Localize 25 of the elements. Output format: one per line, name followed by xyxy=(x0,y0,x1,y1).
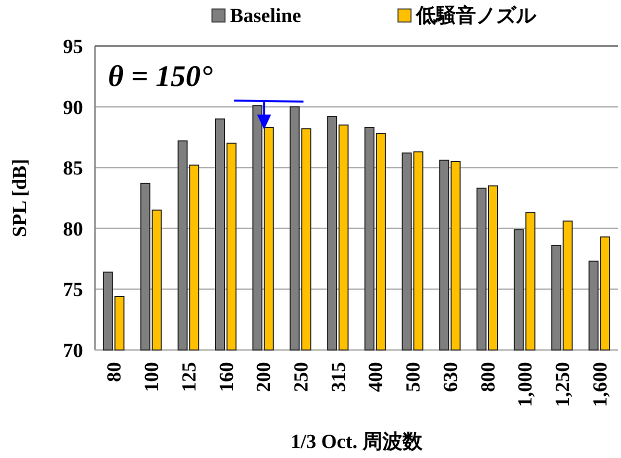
y-tick-label: 70 xyxy=(63,340,83,362)
x-tick-label: 800 xyxy=(477,362,500,392)
x-tick-label: 630 xyxy=(440,362,462,392)
y-tick-label: 85 xyxy=(63,158,83,180)
x-tick-label: 315 xyxy=(328,362,350,392)
y-tick-label: 75 xyxy=(63,279,83,302)
x-tick-label: 125 xyxy=(178,362,200,392)
x-tick-label: 160 xyxy=(216,362,238,392)
y-axis-title: SPL [dB] xyxy=(9,158,31,238)
annotation: θ = 150° xyxy=(108,60,213,93)
x-tick-label: 80 xyxy=(104,362,126,382)
x-tick-label: 1,600 xyxy=(589,362,612,407)
y-tick-label: 90 xyxy=(63,96,83,119)
x-axis-title: 1/3 Oct. 周波数 xyxy=(290,431,424,453)
x-tick-label: 500 xyxy=(402,362,425,392)
x-tick-label: 1,000 xyxy=(514,362,537,407)
x-tick-label: 250 xyxy=(290,362,312,392)
x-tick-label: 1,250 xyxy=(552,362,574,407)
legend-label: Baseline xyxy=(230,5,302,27)
x-tick-label: 400 xyxy=(365,362,388,392)
legend-label: 低騒音ノズル xyxy=(415,3,537,27)
y-tick-label: 80 xyxy=(63,218,83,240)
y-tick-label: 95 xyxy=(63,36,83,58)
x-tick-label: 200 xyxy=(253,362,276,392)
x-tick-label: 100 xyxy=(141,362,164,392)
